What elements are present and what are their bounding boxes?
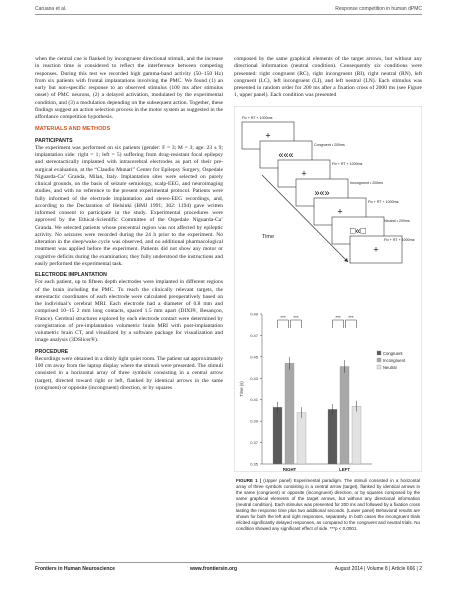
paragraph: The experiment was performed on six pati… bbox=[35, 144, 223, 267]
legend-label: Congruent bbox=[383, 351, 403, 356]
stimulus-symbol: + bbox=[301, 169, 306, 179]
journal: Frontiers in Human Neuroscience bbox=[35, 566, 116, 572]
right-column: composed by the same graphical elements … bbox=[234, 56, 422, 100]
significance-bracket bbox=[290, 319, 302, 328]
footer-rule bbox=[35, 562, 422, 563]
paragraph: composed by the same graphical elements … bbox=[234, 56, 422, 99]
y-tick-label: 0.39 bbox=[250, 419, 259, 424]
subsection-title: PARTICIPANTS bbox=[35, 137, 73, 144]
bar bbox=[327, 409, 338, 465]
issue: August 2014 | Volume 8 | Article 666 | 2 bbox=[334, 566, 422, 572]
stimulus-box bbox=[349, 235, 403, 264]
significance-label: *** bbox=[335, 315, 341, 320]
step-label: Fix + RT + 1000ms bbox=[368, 200, 399, 204]
significance-bracket bbox=[345, 319, 357, 328]
step-label: Incongruent • 200ms bbox=[350, 181, 383, 185]
legend-swatch bbox=[376, 357, 382, 363]
significance-bracket bbox=[332, 319, 344, 328]
stimulus-symbol: + bbox=[373, 245, 378, 255]
running-title: Response competition in human dPMC bbox=[335, 6, 422, 12]
figure-frame bbox=[234, 106, 422, 472]
y-tick-label: 0.35 bbox=[250, 462, 259, 467]
time-arrowhead bbox=[344, 258, 348, 262]
y-tick-label: 0.45 bbox=[250, 354, 259, 359]
significance-label: *** bbox=[348, 315, 354, 320]
step-label: Congruent • 200ms bbox=[314, 143, 345, 147]
time-label: Time bbox=[262, 234, 274, 240]
caption: FIGURE 1 | (Upper panel) Experimental pa… bbox=[236, 478, 420, 532]
figure: Time + Fix + RT + 1000ms ««« Congruent • 200… bbox=[234, 106, 422, 472]
significance-bracket bbox=[277, 319, 289, 328]
significance-label: *** bbox=[280, 315, 286, 320]
y-tick-label: 0.47 bbox=[250, 333, 259, 338]
time-arrow bbox=[261, 174, 349, 263]
subsection-title: PROCEDURE bbox=[35, 348, 69, 355]
caption-label: FIGURE 1 | bbox=[236, 478, 262, 483]
stimulus-symbol: ««« bbox=[278, 150, 293, 160]
bar bbox=[284, 363, 295, 465]
left-column: when the central cue is flanked by incon… bbox=[35, 56, 223, 392]
y-axis-label: Time (s) bbox=[239, 381, 244, 397]
step-label: Neutral • 200ms bbox=[384, 219, 410, 223]
bar bbox=[272, 407, 283, 465]
legend-swatch bbox=[376, 350, 382, 356]
legend-swatch bbox=[376, 364, 382, 370]
subsection-title: ELECTRODE IMPLANTATION bbox=[35, 272, 107, 278]
x-tick-label: RIGHT bbox=[283, 467, 297, 472]
stimulus-symbol: □«□ bbox=[350, 226, 366, 236]
bar bbox=[339, 366, 350, 465]
authors: Caruana et al. bbox=[35, 6, 67, 12]
y-tick-label: 0.49 bbox=[250, 312, 259, 317]
stimulus-symbol: + bbox=[265, 131, 270, 141]
legend-label: Incongruent bbox=[383, 358, 406, 363]
bar bbox=[351, 405, 362, 465]
y-tick-label: 0.37 bbox=[250, 440, 259, 445]
step-label: Fix + RT + 1000ms bbox=[332, 162, 363, 166]
bar bbox=[296, 412, 307, 465]
stimulus-symbol: + bbox=[337, 207, 342, 217]
y-tick-label: 0.41 bbox=[250, 397, 259, 402]
paragraph: For each patient, up to fifteen depth el… bbox=[35, 279, 223, 344]
url: www.frontiersin.org bbox=[190, 566, 238, 572]
section-title: MATERIALS AND METHODS bbox=[35, 126, 111, 133]
y-tick-label: 0.43 bbox=[250, 376, 259, 381]
legend-label: Neutral bbox=[383, 365, 397, 370]
significance-label: *** bbox=[293, 315, 299, 320]
step-label: Fix + RT + 1000ms bbox=[384, 238, 415, 242]
x-tick-label: LEFT bbox=[339, 467, 350, 472]
paragraph: Recordings were obtained in a dimly ligh… bbox=[35, 355, 223, 391]
step-label: Fix + RT + 1000ms bbox=[242, 116, 273, 120]
caption-text: (Upper panel) Experimental paradigm. The… bbox=[236, 478, 420, 531]
paragraph: when the central cue is flanked by incon… bbox=[35, 56, 223, 120]
stimulus-symbol: »«» bbox=[314, 188, 329, 198]
header-rule bbox=[35, 14, 422, 15]
